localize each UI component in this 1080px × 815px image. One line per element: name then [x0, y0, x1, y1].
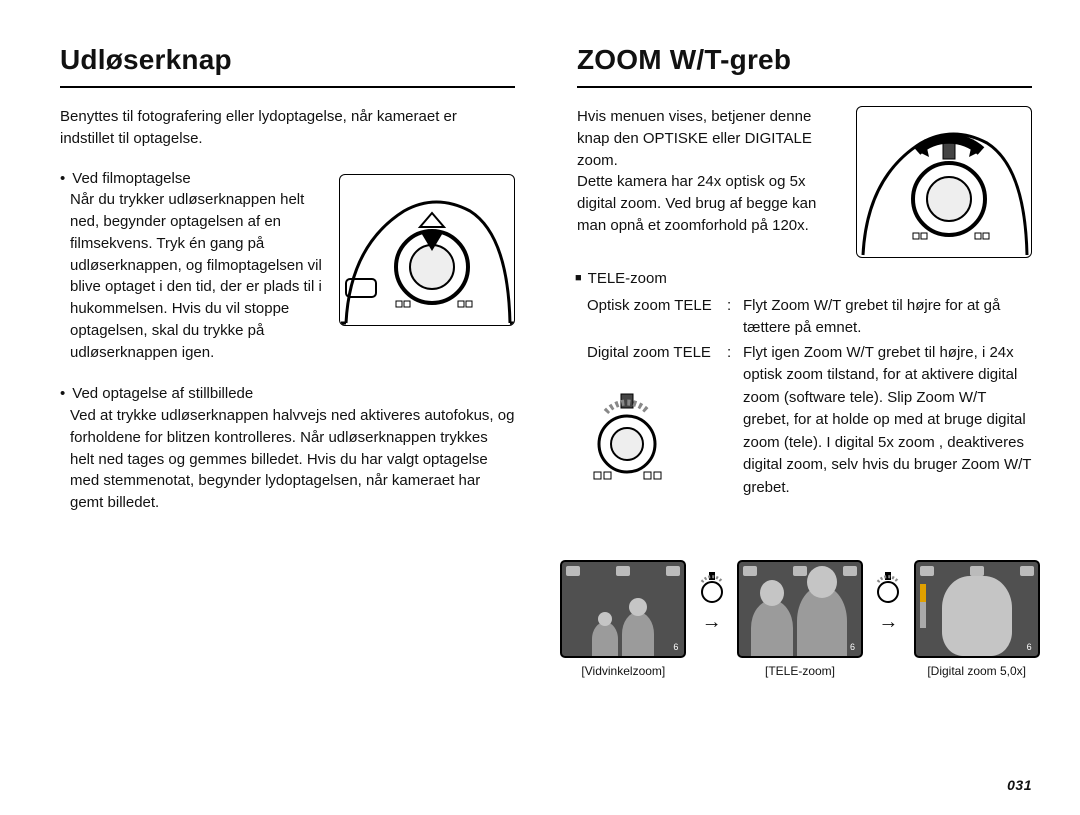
thumb-tele: 6 [737, 560, 863, 658]
colon-1: : [727, 295, 735, 340]
left-column: Udløserknap Benyttes til fotografering e… [60, 44, 515, 785]
zoom-lever-illustration [856, 106, 1032, 258]
page-number: 031 [1007, 777, 1032, 793]
thumb1-count: 6 [673, 642, 678, 652]
thumb-col-1: 6 [Vidvinkelzoom] [560, 560, 687, 678]
thumb-col-3: 6 [Digital zoom 5,0x] [913, 560, 1040, 678]
zoom-dial-small [586, 388, 668, 484]
right-intro: Hvis menuen vises, betjener denne knap d… [577, 106, 842, 237]
left-bullet1-body: Når du trykker udløserknappen helt ned, … [70, 191, 322, 360]
arrow-2-icon: → [878, 612, 898, 632]
thumb-digital: 6 [914, 560, 1040, 658]
left-rule [60, 86, 515, 88]
thumb-col-2: 6 [TELE-zoom] [737, 560, 864, 678]
right-rule [577, 86, 1032, 88]
left-bullet2-text: Ved optagelse af stillbillede Ved at try… [60, 383, 515, 785]
shutter-illustration [339, 174, 515, 326]
left-bullet1-block: Ved filmoptagelse Når du trykker udløser… [60, 168, 515, 364]
left-bullet1-head: Ved filmoptagelse [70, 168, 325, 190]
defn-row-1: Optisk zoom TELE : Flyt Zoom W/T grebet … [577, 295, 1032, 340]
thumb2-caption: [TELE-zoom] [765, 664, 835, 678]
left-intro: Benyttes til fotografering eller lydopta… [60, 106, 515, 150]
thumb-wide: 6 [560, 560, 686, 658]
manual-page: Udløserknap Benyttes til fotografering e… [0, 0, 1080, 815]
zoom-example-strip: 6 [Vidvinkelzoom] → 6 [560, 560, 1040, 690]
left-heading: Udløserknap [60, 44, 515, 76]
mini-dial-2 [871, 570, 905, 604]
right-heading: ZOOM W/T-greb [577, 44, 1032, 76]
left-bullet1-text: Ved filmoptagelse Når du trykker udløser… [60, 168, 325, 364]
defn-body-1: Flyt Zoom W/T grebet til højre for at gå… [743, 295, 1032, 340]
thumb3-caption: [Digital zoom 5,0x] [927, 664, 1026, 678]
right-intro-block: Hvis menuen vises, betjener denne knap d… [577, 106, 1032, 258]
seq-2: → [871, 570, 905, 632]
left-bullet2-head: Ved optagelse af stillbillede [70, 383, 515, 405]
thumb1-caption: [Vidvinkelzoom] [581, 664, 665, 678]
tele-zoom-head: TELE-zoom [577, 270, 667, 287]
mini-dial-1 [695, 570, 729, 604]
defn-term-1: Optisk zoom TELE [577, 295, 719, 340]
thumb3-count: 6 [1027, 642, 1032, 652]
seq-1: → [695, 570, 729, 632]
left-bullet2-body: Ved at trykke udløserknappen halvvejs ne… [70, 407, 514, 511]
defn-body-2: Flyt igen Zoom W/T grebet til højre, i 2… [743, 342, 1032, 500]
thumb2-count: 6 [850, 642, 855, 652]
colon-2: : [727, 342, 735, 500]
arrow-1-icon: → [702, 612, 722, 632]
